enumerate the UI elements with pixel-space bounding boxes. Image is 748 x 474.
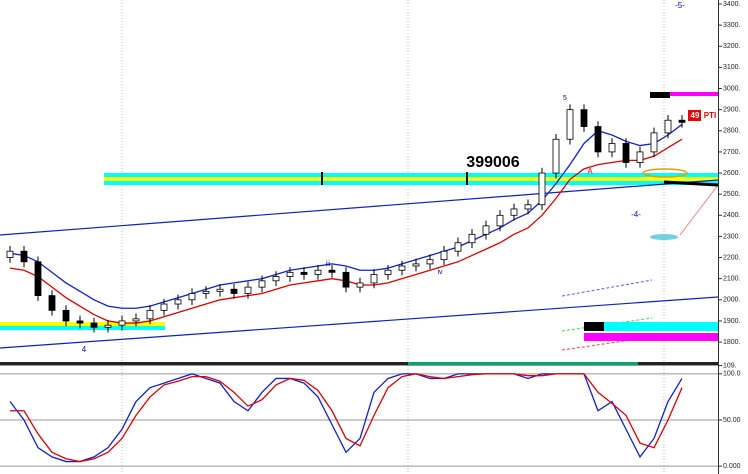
candle-body	[216, 288, 224, 292]
candle-body	[90, 322, 98, 328]
candle-body	[160, 303, 168, 311]
y-tick-label: 0.000	[723, 463, 741, 470]
candle-body	[398, 265, 406, 271]
y-tick-label: 2300.	[723, 233, 741, 240]
candle-body	[188, 293, 196, 301]
line	[10, 373, 683, 463]
annotation: -4-	[631, 210, 641, 219]
candle-body	[104, 324, 112, 328]
y-tick-label: 3200.	[723, 43, 741, 50]
annotation: -5-	[675, 1, 685, 10]
candle-body	[328, 269, 336, 273]
annotation: 5	[563, 95, 567, 102]
candle-body	[678, 119, 686, 123]
candle-body	[6, 250, 14, 258]
y-tick-label: 1800.	[723, 339, 741, 346]
candle-body	[650, 132, 658, 153]
candle-body	[538, 172, 546, 206]
label-box	[688, 110, 701, 121]
annotation: iv	[437, 269, 443, 276]
y-tick-label: 2800.	[723, 128, 741, 135]
candle-body	[300, 271, 308, 275]
candle-body	[608, 143, 616, 153]
y-tick-label: 3100.	[723, 64, 741, 71]
annotation: 49	[691, 111, 700, 120]
candle-body	[48, 295, 56, 311]
candle-body	[440, 250, 448, 261]
line	[9, 123, 683, 309]
candle-body	[62, 309, 70, 322]
y-tick-label: 109.	[723, 362, 737, 369]
y-tick-label: 2400.	[723, 212, 741, 219]
y-tick-label: 2100.	[723, 276, 741, 283]
candle-body	[314, 269, 322, 275]
candle-body	[174, 299, 182, 305]
candle-body	[370, 274, 378, 284]
y-tick-label: 3400.	[723, 1, 741, 8]
annotation: A	[587, 167, 593, 176]
candle-body	[384, 269, 392, 275]
candle-body	[468, 233, 476, 244]
y-tick-label: 1900.	[723, 318, 741, 325]
candle-body	[230, 288, 238, 294]
plot-background	[0, 0, 718, 474]
annotation: PTI	[704, 111, 716, 120]
candle-body	[552, 138, 560, 174]
candle-body	[496, 214, 504, 227]
candle-body	[272, 276, 280, 282]
layout	[0, 0, 719, 474]
y-tick-label: 2900.	[723, 107, 741, 114]
candle-body	[622, 143, 630, 163]
candle-body	[118, 320, 126, 326]
y-tick-label: 50.00	[723, 417, 741, 424]
candle-body	[20, 250, 28, 263]
candle-body	[636, 151, 644, 163]
candle-body	[286, 271, 294, 277]
candle-body	[664, 119, 672, 134]
candle-body	[76, 320, 84, 324]
candle-body	[244, 286, 252, 294]
y-tick-label: 2200.	[723, 254, 741, 261]
candle-body	[482, 225, 490, 235]
y-tick-label: 3000.	[723, 85, 741, 92]
candle-body	[342, 271, 350, 288]
candle-body	[594, 126, 602, 153]
candle-body	[34, 261, 42, 296]
y-tick-label: 100.0	[723, 371, 741, 378]
annotation: iii	[326, 261, 331, 268]
annotation: 4	[82, 345, 87, 354]
annotation: 399006	[466, 154, 519, 171]
y-tick-label: 2000.	[723, 297, 741, 304]
candle-body	[524, 204, 532, 210]
candle-body	[146, 309, 154, 320]
candle-body	[412, 263, 420, 267]
candle-body	[510, 208, 518, 216]
candle-body	[356, 282, 364, 288]
y-tick-label: 2700.	[723, 149, 741, 156]
candle-body	[454, 242, 462, 252]
candle-body	[258, 280, 266, 288]
candle-body	[202, 290, 210, 294]
candle-body	[426, 259, 434, 265]
y-tick-label: 2600.	[723, 170, 741, 177]
candle-body	[566, 109, 574, 140]
candle-body	[132, 318, 140, 322]
y-tick-label: 3300.	[723, 22, 741, 29]
candle-body	[580, 109, 588, 127]
y-tick-label: 2500.	[723, 191, 741, 198]
